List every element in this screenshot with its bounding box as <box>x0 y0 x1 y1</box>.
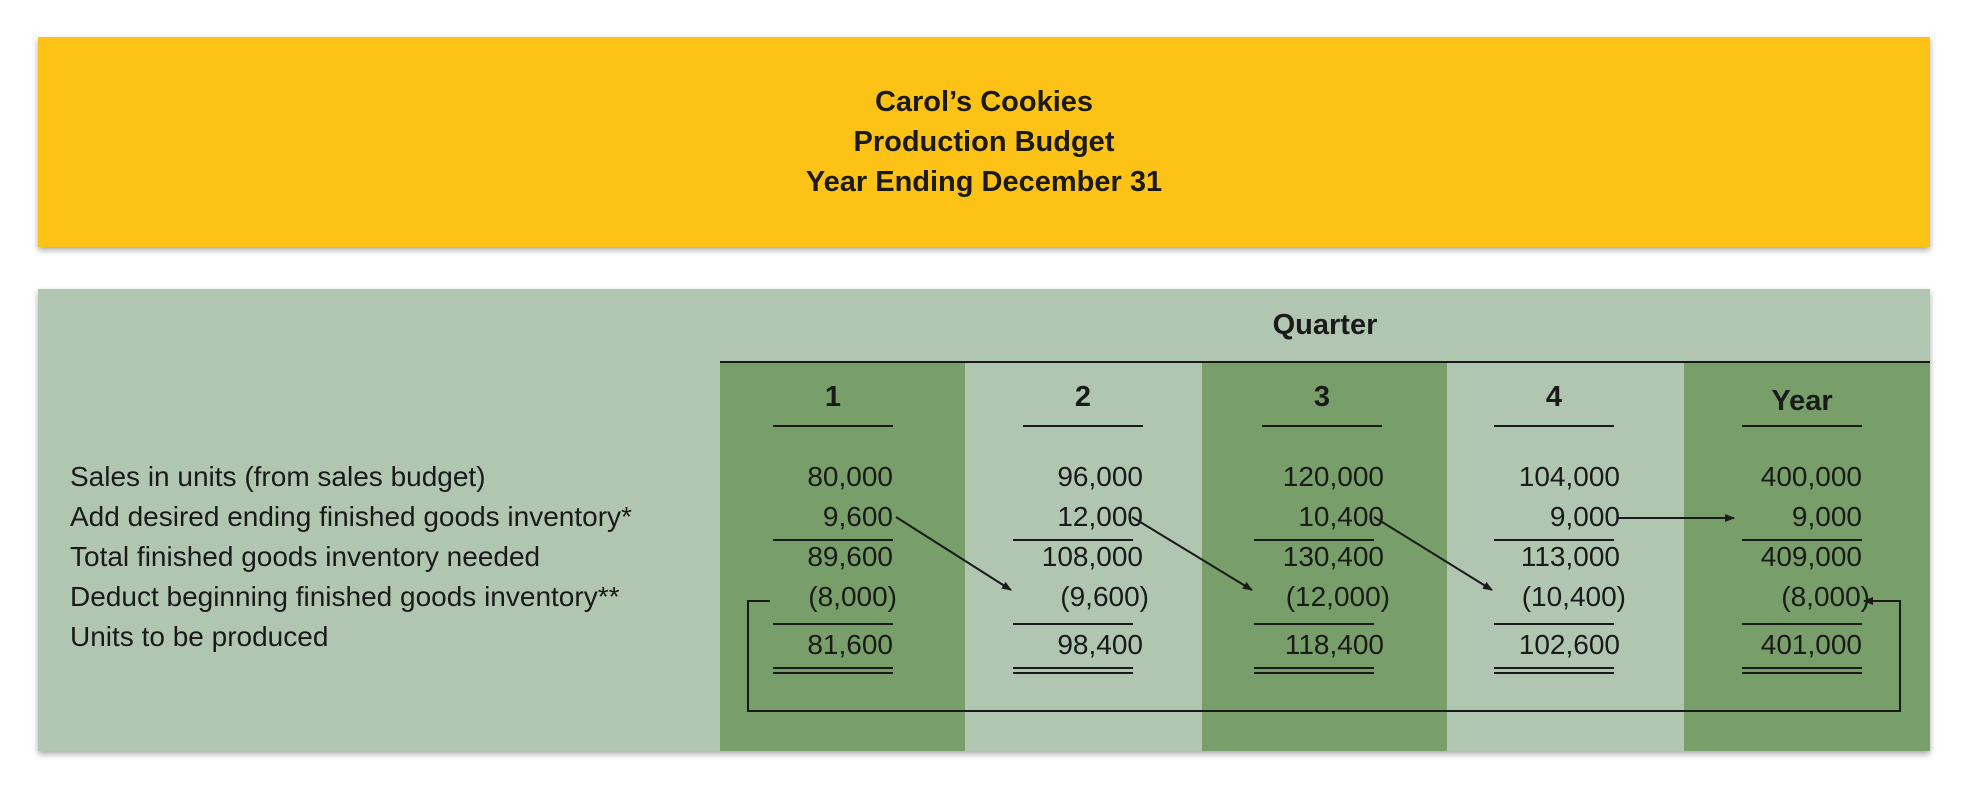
column-header-3: 3 <box>1313 381 1331 413</box>
cell-sales-q1: 80,000 <box>807 461 893 492</box>
total-rule-year <box>1742 623 1862 625</box>
cell-total-needed-q1: 89,600 <box>807 541 893 572</box>
subtotal-rule-q1 <box>773 539 893 541</box>
quarter-group-label: Quarter <box>1272 309 1378 341</box>
cell-ending-inventory-q3: 10,400 <box>1298 501 1384 532</box>
cell-beginning-inventory-q2: (9,600) <box>1060 581 1149 612</box>
report-period: Year Ending December 31 <box>805 166 1163 198</box>
subtotal-rule-q3 <box>1254 539 1374 541</box>
cell-ending-inventory-q4: 9,000 <box>1549 501 1620 532</box>
inventory-flow-arrows <box>747 514 1901 712</box>
column-header-year: Year <box>1771 385 1833 417</box>
cell-total-needed-q4: 113,000 <box>1520 541 1620 572</box>
report-header: Carol’s Cookies Production Budget Year E… <box>38 37 1930 247</box>
production-budget-table: Quarter 1 2 3 4 Year Sales in units (fro… <box>38 289 1930 751</box>
company-name: Carol’s Cookies <box>874 86 1094 118</box>
column-header-rule-2 <box>1023 425 1143 427</box>
quarter-rule <box>720 361 1930 363</box>
total-rule-q2 <box>1013 623 1133 625</box>
column-header-2: 2 <box>1074 381 1092 413</box>
cell-units-produced-q1: 81,600 <box>807 629 893 660</box>
cell-units-produced-year: 401,000 <box>1760 629 1862 660</box>
double-rule-q1-b <box>773 672 893 674</box>
double-rule-year-b <box>1742 672 1862 674</box>
cell-ending-inventory-q1: 9,600 <box>822 501 893 532</box>
column-header-rule-4 <box>1494 425 1614 427</box>
row-label-total-needed: Total finished goods inventory needed <box>70 541 541 572</box>
column-header-rule-1 <box>773 425 893 427</box>
cell-beginning-inventory-q3: (12,000) <box>1285 581 1390 612</box>
column-header-4: 4 <box>1545 381 1563 413</box>
cell-total-needed-q2: 108,000 <box>1041 541 1143 572</box>
row-label-sales: Sales in units (from sales budget) <box>70 461 486 492</box>
report-title: Production Budget <box>853 126 1115 158</box>
total-rule-q4 <box>1494 623 1614 625</box>
subtotal-rule-q2 <box>1013 539 1133 541</box>
cell-sales-q3: 120,000 <box>1282 461 1384 492</box>
subtotal-rule-q4 <box>1494 539 1614 541</box>
cell-beginning-inventory-year: (8,000) <box>1781 581 1870 612</box>
cell-total-needed-q3: 130,400 <box>1282 541 1384 572</box>
column-header-rule-3 <box>1262 425 1382 427</box>
cell-sales-year: 400,000 <box>1760 461 1862 492</box>
double-rule-q2-a <box>1013 667 1133 669</box>
cell-units-produced-q2: 98,400 <box>1057 629 1143 660</box>
arrow-q1-to-q2 <box>895 516 1012 591</box>
column-header-1: 1 <box>824 381 842 413</box>
row-label-units-produced: Units to be produced <box>70 621 329 652</box>
arrow-q3-to-q4 <box>1373 516 1493 591</box>
arrow-q1-to-year-beginning <box>747 597 1901 712</box>
cell-sales-q4: 104,000 <box>1518 461 1620 492</box>
cell-units-produced-q3: 118,400 <box>1284 629 1384 660</box>
total-rule-q1 <box>773 623 893 625</box>
double-rule-q4-b <box>1494 672 1614 674</box>
double-rule-q3-b <box>1254 672 1374 674</box>
cell-units-produced-q4: 102,600 <box>1518 629 1620 660</box>
cell-ending-inventory-year: 9,000 <box>1791 501 1862 532</box>
cell-sales-q2: 96,000 <box>1057 461 1143 492</box>
double-rule-q3-a <box>1254 667 1374 669</box>
row-label-ending-inventory: Add desired ending finished goods invent… <box>70 501 632 532</box>
cell-ending-inventory-q2: 12,000 <box>1057 501 1143 532</box>
row-label-beginning-inventory: Deduct beginning finished goods inventor… <box>70 581 620 612</box>
arrow-q2-to-q3 <box>1131 516 1253 591</box>
subtotal-rule-year <box>1742 539 1862 541</box>
column-header-rule-year <box>1742 425 1862 427</box>
double-rule-year-a <box>1742 667 1862 669</box>
double-rule-q1-a <box>773 667 893 669</box>
cell-beginning-inventory-q1: (8,000) <box>808 581 897 612</box>
double-rule-q2-b <box>1013 672 1133 674</box>
cell-total-needed-year: 409,000 <box>1760 541 1862 572</box>
cell-beginning-inventory-q4: (10,400) <box>1521 581 1626 612</box>
total-rule-q3 <box>1254 623 1374 625</box>
double-rule-q4-a <box>1494 667 1614 669</box>
